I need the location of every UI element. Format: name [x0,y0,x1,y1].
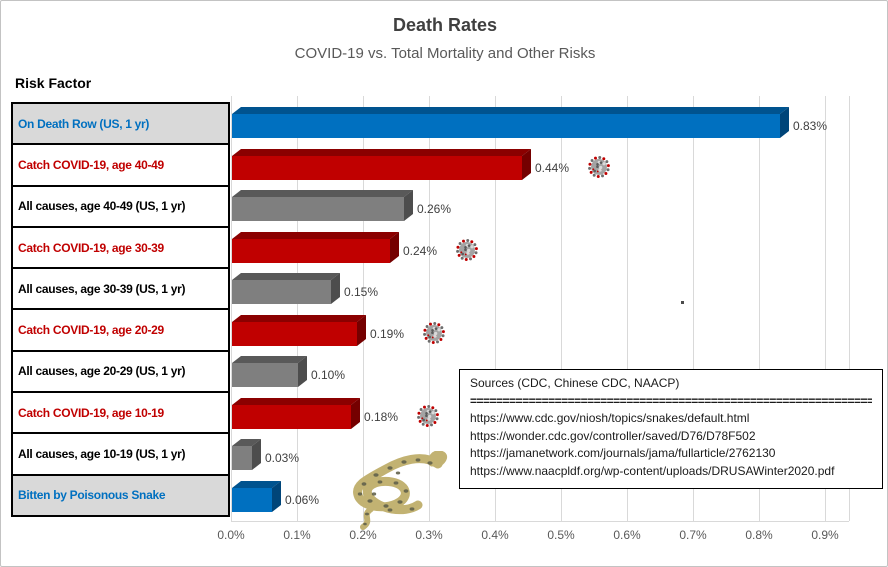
bar-red [232,231,399,263]
category-label: Catch COVID-19, age 40-49 [11,143,230,187]
sources-divider: ========================================… [470,393,872,408]
source-url: https://wonder.cdc.gov/controller/saved/… [470,428,756,443]
stray-dot [681,301,684,304]
sources-box: Sources (CDC, Chinese CDC, NAACP) ======… [459,369,883,489]
x-tick-label: 0.5% [547,528,575,542]
chart-subtitle: COVID-19 vs. Total Mortality and Other R… [294,45,596,62]
x-tick-label: 0.7% [679,528,707,542]
category-label: Catch COVID-19, age 20-29 [11,308,230,352]
gridline [495,96,496,521]
category-label: Catch COVID-19, age 10-19 [11,391,230,435]
x-tick-label: 0.3% [415,528,443,542]
source-url: https://www.naacpldf.org/wp-content/uplo… [470,463,835,478]
coiled-snake-icon [353,451,448,530]
x-tick-label: 0.4% [481,528,509,542]
gridline [231,96,232,521]
bar-gray [232,273,340,305]
bar-red [232,397,360,429]
gridline [429,96,430,521]
chart-title: Death Rates [392,15,498,35]
bar-value-label: 0.03% [265,451,300,466]
covid-virus-icon [422,321,446,350]
gridline [627,96,628,521]
bar-value-label: 0.06% [285,492,320,507]
plot-right-border [849,96,850,521]
bar-value-label: 0.83% [793,119,828,134]
bar-blue [232,107,789,139]
bar-value-label: 0.26% [417,202,452,217]
gridline [297,96,298,521]
gridline [825,96,826,521]
bar-red [232,314,366,346]
x-tick-label: 0.1% [283,528,311,542]
sources-links: https://www.cdc.gov/niosh/topics/snakes/… [470,410,872,480]
category-label: All causes, age 30-39 (US, 1 yr) [11,267,230,311]
x-tick-label: 0.9% [811,528,839,542]
gridline [693,96,694,521]
category-label: Catch COVID-19, age 30-39 [11,225,230,270]
category-label: All causes, age 20-29 (US, 1 yr) [11,349,230,394]
gridline [561,96,562,521]
bar-value-label: 0.10% [311,368,346,383]
x-tick-label: 0.2% [349,528,377,542]
bar-value-label: 0.18% [364,409,399,424]
bar-blue [232,480,281,512]
x-tick-label: 0.0% [217,528,245,542]
category-label: Bitten by Poisonous Snake [11,473,230,517]
covid-virus-icon [455,238,479,267]
bar-gray [232,439,261,471]
category-label-column: On Death Row (US, 1 yr) Catch COVID-19, a… [11,102,230,517]
gridline [759,96,760,521]
bar-gray [232,356,307,388]
source-url: https://www.cdc.gov/niosh/topics/snakes/… [470,411,750,425]
bar-value-label: 0.15% [344,285,379,300]
bar-gray [232,190,413,222]
axis-header-label: Risk Factor [15,75,92,91]
sources-title: Sources (CDC, Chinese CDC, NAACP) [470,376,680,390]
covid-virus-icon [416,404,440,433]
category-label: All causes, age 10-19 (US, 1 yr) [11,432,230,476]
bar-value-label: 0.44% [535,160,570,175]
bar-value-label: 0.19% [370,326,405,341]
gridline [363,96,364,521]
x-tick-label: 0.6% [613,528,641,542]
bar-red [232,148,531,180]
category-label: On Death Row (US, 1 yr) [11,102,230,146]
bar-value-label: 0.24% [403,243,438,258]
source-url: https://jamanetwork.com/journals/jama/fu… [470,446,776,460]
category-label: All causes, age 40-49 (US, 1 yr) [11,184,230,228]
x-tick-label: 0.8% [745,528,773,542]
x-axis-line [231,521,849,522]
covid-virus-icon [587,155,611,184]
